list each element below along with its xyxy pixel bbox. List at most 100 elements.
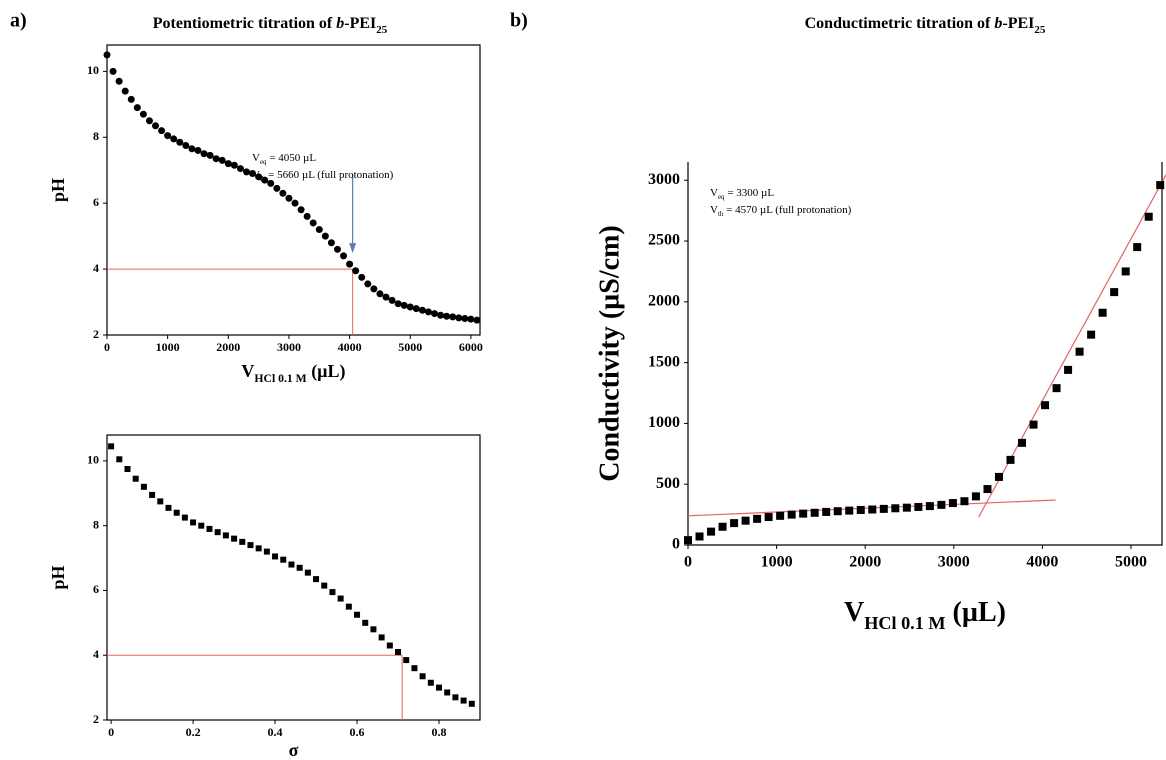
annotation-part: eq [260,158,267,166]
data-point [437,311,445,319]
data-point [362,619,369,626]
data-point [164,132,172,140]
y-tick-label: 2500 [648,232,680,249]
data-point [902,503,911,512]
data-point [468,700,475,707]
data-point [424,308,432,316]
data-point [214,529,221,536]
x-axis-label-part: (µL) [307,361,346,382]
data-point [103,51,111,59]
data-point [787,510,796,519]
data-point [376,290,384,298]
x-axis-label-part: (µL) [946,597,1006,628]
data-point [937,500,946,509]
data-point [370,285,378,293]
x-tick-label: 4000 [338,340,362,354]
data-point [412,305,420,313]
x-tick-label: 6000 [459,340,483,354]
data-point [165,504,172,511]
y-tick-label: 1000 [648,414,680,431]
annotation-part: = 5660 µL (full protonation) [265,169,393,181]
chart-title-part: Conductimetric titration of [805,15,995,32]
data-point [121,87,129,95]
plot-frame [106,434,481,721]
data-point [776,511,785,520]
y-tick-label: 6 [93,195,99,209]
data-point [212,155,220,163]
data-point [427,679,434,686]
data-point [273,184,281,192]
chart-title-part: -PEI [344,15,376,32]
arrow-head [349,243,357,254]
data-point [157,498,164,505]
data-point [315,226,323,234]
x-tick-label: 5000 [1115,554,1147,571]
data-point [1029,420,1038,429]
data-point [194,146,202,154]
y-tick-label: 10 [87,63,99,77]
data-point [1087,330,1096,339]
data-point [403,657,410,664]
data-point [231,535,238,542]
y-axis-label: pH [48,565,68,589]
data-point [218,156,226,164]
data-point [116,456,123,463]
data-point [327,239,335,247]
data-point [395,648,402,655]
data-point [799,509,808,518]
data-point [418,306,426,314]
x-tick-label: 4000 [1026,554,1058,571]
chart-title: Potentiometric titration of b-PEI25 [153,15,388,36]
y-tick-label: 4 [93,647,99,661]
data-point [340,252,348,260]
fit-line [978,173,1166,518]
data-point [152,122,160,130]
data-point [364,280,372,288]
chart-title-part: b [336,15,344,32]
data-point [200,150,208,158]
x-tick-label: 1000 [156,340,180,354]
y-tick-label: 10 [87,453,99,467]
data-point [247,542,254,549]
x-tick-label: 0 [684,554,692,571]
data-point [971,492,980,501]
data-point [406,303,414,311]
data-point [382,293,390,301]
data-point [856,505,865,514]
data-point [222,532,229,539]
y-tick-label: 500 [656,475,680,492]
annotation-part: V [252,169,260,181]
data-point [239,538,246,545]
chart-title-part: Potentiometric titration of [153,15,336,32]
data-point [176,138,184,146]
y-tick-label: 6 [93,582,99,596]
chart-title-part: 25 [1034,24,1046,36]
data-point [419,673,426,680]
data-point [329,589,336,596]
y-tick-label: 1500 [648,353,680,370]
x-tick-label: 5000 [398,340,422,354]
data-point [313,576,320,583]
data-point [378,634,385,641]
data-point [145,117,153,125]
data-point [436,684,443,691]
data-point [124,466,131,473]
data-point [473,316,481,324]
data-point [230,161,238,169]
data-point [182,142,190,150]
x-tick-label: 0 [108,725,114,739]
annotation: Vth = 4570 µL (full protonation) [710,204,852,218]
chart-title-part: -PEI [1002,15,1034,32]
data-point [132,475,139,482]
y-tick-label: 3000 [648,171,680,188]
y-tick-label: 2 [93,327,99,341]
annotation-part: eq [718,193,725,201]
data-point [296,564,303,571]
data-point [190,519,197,526]
data-point [455,314,463,322]
data-point [394,300,402,308]
data-point [753,514,762,523]
data-point [345,603,352,610]
panel-label: b) [510,10,528,32]
data-point [261,176,269,184]
